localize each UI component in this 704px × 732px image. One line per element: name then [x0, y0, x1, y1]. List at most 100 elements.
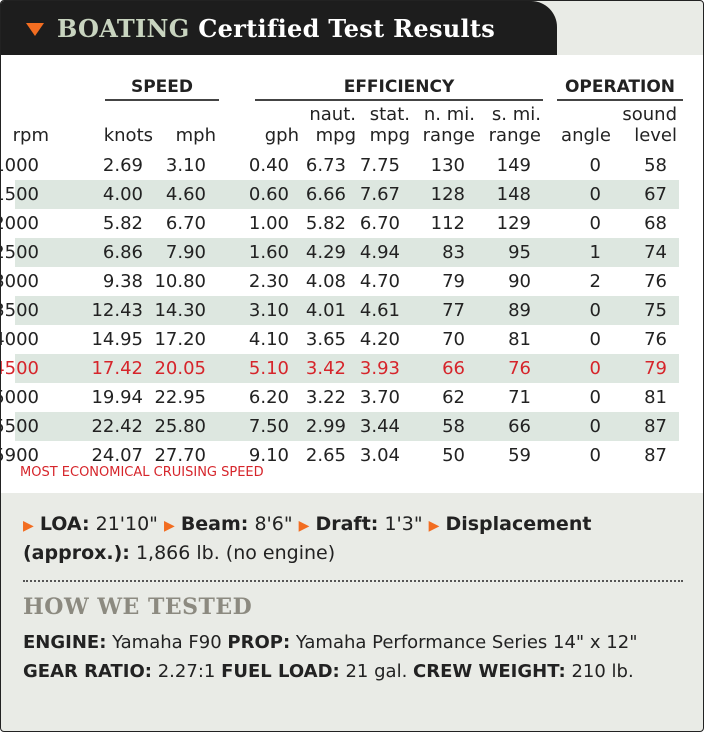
cell-mph: 7.90 — [165, 242, 206, 263]
header-bar: BOATING Certified Test Results — [1, 1, 557, 55]
cell-gph: 5.10 — [248, 358, 289, 379]
cell-stat-mpg: 4.94 — [359, 242, 400, 263]
cell-rpm: 4500 — [1, 358, 39, 379]
cell-gph: 7.50 — [248, 416, 289, 437]
col-nmi-range-line1: n. mi. — [423, 104, 475, 125]
group-speed: SPEED — [130, 77, 194, 97]
col-naut-mpg-line1: naut. — [309, 104, 356, 125]
cell-nmi-range: 50 — [442, 445, 465, 466]
col-smi-range-line2: range — [488, 125, 541, 146]
cell-naut-mpg: 3.22 — [305, 387, 346, 408]
col-stat-mpg-line1: stat. — [369, 104, 410, 125]
brand-name: BOATING — [57, 14, 190, 43]
cell-knots: 22.42 — [91, 416, 143, 437]
cell-rpm: 3500 — [1, 300, 39, 321]
col-stat-mpg: stat. mpg — [370, 104, 410, 146]
cell-mph: 3.10 — [165, 155, 206, 176]
prop-label: PROP: — [227, 632, 291, 653]
cell-stat-mpg: 3.70 — [359, 387, 400, 408]
draft-value: 1'3" — [384, 513, 423, 535]
cell-knots: 4.00 — [102, 184, 143, 205]
cell-nmi-range: 66 — [442, 358, 465, 379]
cell-mph: 25.80 — [154, 416, 206, 437]
cell-knots: 2.69 — [102, 155, 143, 176]
cell-smi-range: 81 — [508, 329, 531, 350]
table-row: 3000 9.38 10.80 2.30 4.08 4.70 79 90 2 76 — [1, 267, 679, 296]
cell-nmi-range: 112 — [430, 213, 465, 234]
cell-sound-level: 74 — [644, 242, 667, 263]
table-row: 5900 24.07 27.70 9.10 2.65 3.04 50 59 0 87 — [1, 441, 679, 470]
displacement-label: Displacement (approx.): — [23, 513, 592, 564]
cell-angle: 0 — [589, 387, 601, 408]
cell-gph: 0.60 — [248, 184, 289, 205]
cell-naut-mpg: 3.65 — [305, 329, 346, 350]
group-operation: OPERATION — [564, 77, 676, 97]
cell-sound-level: 67 — [644, 184, 667, 205]
cell-stat-mpg: 7.67 — [359, 184, 400, 205]
cell-naut-mpg: 4.01 — [305, 300, 346, 321]
col-nmi-range: n. mi. range — [423, 104, 475, 146]
page-title: BOATING Certified Test Results — [57, 14, 495, 43]
results-table: SPEED EFFICIENCY OPERATION rpm knots mph… — [1, 55, 703, 493]
cell-angle: 0 — [589, 416, 601, 437]
triangle-right-icon: ▶ — [163, 518, 175, 534]
cell-gph: 1.60 — [248, 242, 289, 263]
cell-gph: 6.20 — [248, 387, 289, 408]
cell-mph: 6.70 — [165, 213, 206, 234]
cell-sound-level: 76 — [644, 329, 667, 350]
col-sound-line1: sound — [622, 104, 677, 125]
cell-knots: 24.07 — [91, 445, 143, 466]
cell-sound-level: 87 — [644, 416, 667, 437]
operation-rule — [557, 99, 683, 101]
cell-naut-mpg: 2.65 — [305, 445, 346, 466]
cell-smi-range: 148 — [496, 184, 531, 205]
cell-smi-range: 89 — [508, 300, 531, 321]
cell-knots: 5.82 — [102, 213, 143, 234]
fuel-load-label: FUEL LOAD: — [221, 661, 340, 682]
cell-sound-level: 87 — [644, 445, 667, 466]
cell-nmi-range: 130 — [430, 155, 465, 176]
test-conditions: ENGINE: Yamaha F90 PROP: Yamaha Performa… — [23, 628, 693, 686]
triangle-right-icon: ▶ — [298, 518, 310, 534]
col-naut-mpg-line2: mpg — [315, 125, 356, 146]
cell-nmi-range: 128 — [430, 184, 465, 205]
table-row: 1000 2.69 3.10 0.40 6.73 7.75 130 149 0 58 — [1, 151, 679, 180]
cell-sound-level: 75 — [644, 300, 667, 321]
beam-label: Beam: — [180, 513, 249, 535]
cell-smi-range: 149 — [496, 155, 531, 176]
triangle-right-icon: ▶ — [428, 518, 440, 534]
cell-angle: 0 — [589, 445, 601, 466]
cell-angle: 0 — [589, 155, 601, 176]
cell-naut-mpg: 3.42 — [305, 358, 346, 379]
cell-nmi-range: 79 — [442, 271, 465, 292]
cell-mph: 10.80 — [154, 271, 206, 292]
col-naut-mpg: naut. mpg — [309, 104, 356, 146]
cell-knots: 6.86 — [102, 242, 143, 263]
cell-angle: 0 — [589, 300, 601, 321]
beam-value: 8'6" — [254, 513, 293, 535]
col-gph: gph — [264, 125, 299, 146]
cell-sound-level: 68 — [644, 213, 667, 234]
cell-smi-range: 76 — [508, 358, 531, 379]
cell-nmi-range: 77 — [442, 300, 465, 321]
crew-weight-value: 210 lb. — [571, 661, 634, 682]
efficiency-rule — [255, 99, 543, 101]
col-mph: mph — [175, 125, 216, 146]
cell-smi-range: 95 — [508, 242, 531, 263]
fuel-load-value: 21 gal. — [345, 661, 408, 682]
cell-mph: 4.60 — [165, 184, 206, 205]
cell-knots: 14.95 — [91, 329, 143, 350]
cell-gph: 1.00 — [248, 213, 289, 234]
group-efficiency: EFFICIENCY — [343, 77, 455, 97]
table-row: 2500 6.86 7.90 1.60 4.29 4.94 83 95 1 74 — [1, 238, 679, 267]
cell-smi-range: 71 — [508, 387, 531, 408]
cell-stat-mpg: 6.70 — [359, 213, 400, 234]
boat-specs: ▶ LOA: 21'10" ▶ Beam: 8'6" ▶ Draft: 1'3"… — [23, 511, 673, 567]
loa-value: 21'10" — [95, 513, 158, 535]
footnote: MOST ECONOMICAL CRUISING SPEED — [20, 465, 264, 480]
engine-value: Yamaha F90 — [112, 632, 222, 653]
